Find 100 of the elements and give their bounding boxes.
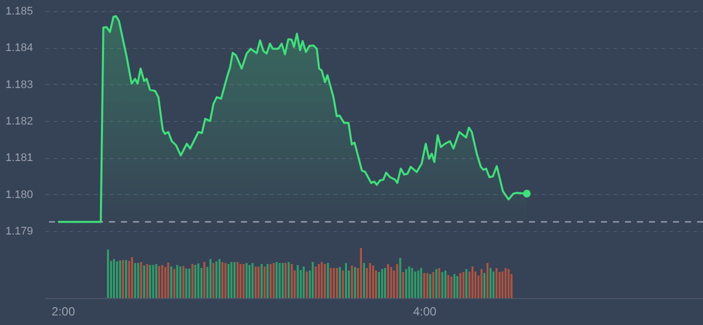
bar xyxy=(218,259,220,298)
bar xyxy=(384,268,386,298)
bar xyxy=(420,268,422,298)
bar xyxy=(252,263,254,298)
bar xyxy=(212,263,214,298)
bar xyxy=(119,260,122,298)
bar xyxy=(486,263,488,298)
bar xyxy=(450,276,452,298)
bar xyxy=(405,269,408,298)
bar xyxy=(423,273,426,298)
bar xyxy=(143,266,146,298)
y-tick-label: 1.185 xyxy=(6,6,34,18)
bar xyxy=(483,273,486,298)
bar xyxy=(194,265,196,298)
bar xyxy=(146,264,148,298)
bar xyxy=(284,263,287,298)
bar xyxy=(197,264,200,298)
bar xyxy=(363,263,366,298)
bar xyxy=(462,272,464,298)
bar xyxy=(490,268,492,298)
bar xyxy=(288,262,290,298)
bar xyxy=(116,262,118,298)
bar xyxy=(248,265,250,298)
bar xyxy=(233,262,236,298)
y-tick-label: 1.180 xyxy=(6,188,34,201)
bar xyxy=(344,263,347,298)
bar xyxy=(350,266,353,298)
bar xyxy=(318,264,320,298)
bar xyxy=(125,260,128,298)
bar xyxy=(360,248,362,298)
bar xyxy=(239,264,242,298)
bar xyxy=(387,264,390,298)
bar xyxy=(381,269,384,298)
bar xyxy=(354,267,356,298)
bar xyxy=(296,265,299,298)
bar xyxy=(203,262,206,298)
bar xyxy=(480,269,483,298)
y-tick-label: 1.179 xyxy=(6,226,34,238)
bar xyxy=(107,250,110,298)
bar xyxy=(128,261,130,298)
bar xyxy=(228,264,230,298)
bar xyxy=(326,263,329,298)
bar xyxy=(215,262,218,298)
bar xyxy=(390,267,392,298)
bar xyxy=(465,269,468,298)
bar xyxy=(456,276,458,298)
bar xyxy=(444,270,446,298)
bar xyxy=(492,272,494,298)
bar xyxy=(224,263,226,298)
bar xyxy=(432,272,434,298)
bar xyxy=(330,268,332,298)
bar xyxy=(447,275,450,298)
bar xyxy=(498,272,501,298)
bar xyxy=(302,266,305,298)
bar xyxy=(230,262,232,298)
y-tick-label: 1.183 xyxy=(6,78,34,91)
bar xyxy=(176,265,178,298)
bar xyxy=(435,269,438,298)
bar xyxy=(501,272,504,298)
bar xyxy=(242,264,245,298)
bar xyxy=(441,272,444,298)
bar xyxy=(504,268,507,298)
bar xyxy=(282,263,284,298)
bar xyxy=(378,272,380,298)
x-tick-label: 2:00 xyxy=(52,304,76,318)
bar xyxy=(459,273,462,298)
bar xyxy=(149,265,152,298)
bar xyxy=(496,268,498,298)
bar xyxy=(399,258,402,298)
y-tick-label: 1.181 xyxy=(6,152,34,164)
bar xyxy=(170,266,172,298)
bar xyxy=(134,263,136,298)
bar xyxy=(167,262,170,298)
bar xyxy=(411,268,414,298)
bar xyxy=(314,266,317,298)
bar xyxy=(173,269,176,298)
bar xyxy=(254,266,257,298)
bar xyxy=(396,264,398,298)
bar xyxy=(155,264,158,298)
y-tick-label: 1.182 xyxy=(6,116,34,128)
bar xyxy=(332,268,335,298)
bar xyxy=(369,263,372,298)
bar xyxy=(453,274,456,298)
bar xyxy=(290,264,293,298)
bar xyxy=(426,273,428,298)
bar xyxy=(182,266,184,298)
bar xyxy=(324,264,326,298)
bar xyxy=(209,259,212,298)
bar xyxy=(191,264,194,298)
bar xyxy=(508,269,510,298)
bar xyxy=(122,260,124,298)
bar xyxy=(137,263,140,298)
bar xyxy=(260,264,263,298)
bar xyxy=(402,272,404,298)
bar xyxy=(278,263,281,298)
bar xyxy=(429,274,432,298)
bar xyxy=(306,272,308,298)
bar xyxy=(276,262,278,298)
bar xyxy=(342,270,344,298)
y-tick-label: 1.184 xyxy=(6,42,34,54)
